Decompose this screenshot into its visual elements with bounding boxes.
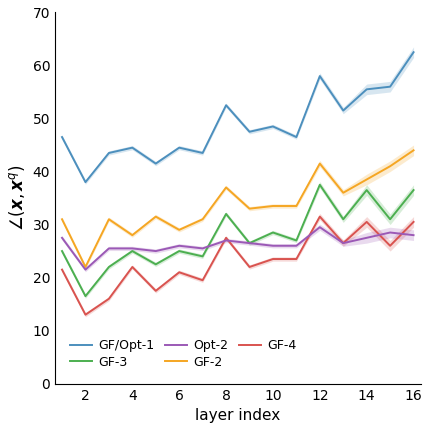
Y-axis label: $\angle(\boldsymbol{x}, \boldsymbol{x}^q)$: $\angle(\boldsymbol{x}, \boldsymbol{x}^q…: [7, 165, 27, 231]
X-axis label: layer index: layer index: [195, 408, 280, 423]
Legend: GF/Opt-1, GF-3, Opt-2, GF-2, GF-4: GF/Opt-1, GF-3, Opt-2, GF-2, GF-4: [65, 334, 301, 374]
